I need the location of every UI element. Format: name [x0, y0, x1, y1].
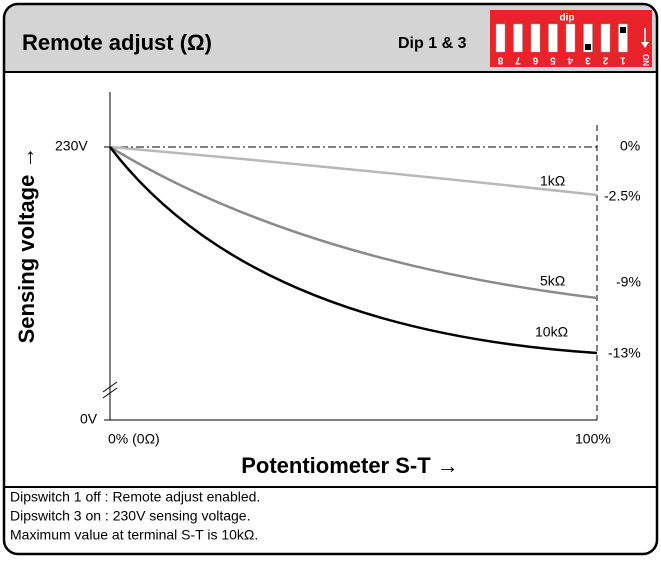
dip-caption: dip [560, 13, 575, 24]
dip-arrow-head [641, 42, 649, 48]
y-top-label: 230V [55, 138, 88, 154]
dip-number: 7 [515, 54, 521, 65]
right-label: -13% [608, 345, 641, 361]
dip-number: 3 [585, 54, 591, 65]
dip-slot [618, 23, 628, 53]
dip-knob [585, 44, 591, 50]
dip-knob [620, 27, 626, 33]
frame [2, 2, 659, 556]
curve-label: 5kΩ [540, 273, 565, 289]
curve-label: 10kΩ [535, 324, 568, 340]
dip-slot [565, 23, 576, 53]
dip-number: 4 [567, 54, 573, 65]
right-label: 0% [620, 138, 640, 154]
dip-slot [513, 23, 523, 53]
axis-break [102, 381, 118, 393]
y-axis-label: Sensing voltage → [14, 147, 39, 344]
dip-slot [600, 23, 611, 53]
curve-1k [109, 145, 598, 197]
dip-slot [548, 23, 558, 53]
dip-slot [530, 23, 541, 53]
note: Dipswitch 1 off : Remote adjust enabled. [10, 489, 260, 505]
curve-10k [109, 146, 598, 355]
curve-5k [109, 145, 598, 300]
y-bottom-label: 0V [80, 411, 98, 427]
dip-slot [495, 23, 506, 53]
x-axis-label: Potentiometer S-T → [241, 453, 459, 478]
right-label: -2.5% [604, 188, 641, 204]
dip-number: 5 [550, 54, 556, 65]
dip-on-label: ON [641, 54, 650, 66]
dip-number: 8 [497, 54, 503, 65]
note: Maximum value at terminal S-T is 10kΩ. [10, 527, 258, 543]
curve-label: 1kΩ [540, 173, 565, 189]
axis-break [102, 387, 118, 399]
x-start-label: 0% (0Ω) [108, 431, 160, 447]
dip-number: 6 [532, 54, 538, 65]
dip-slot [583, 23, 593, 53]
note: Dipswitch 3 on : 230V sensing voltage. [10, 508, 250, 524]
x-end-label: 100% [575, 431, 611, 447]
dip-number: 2 [602, 54, 608, 65]
dip-number: 1 [620, 54, 626, 65]
dip-label: Dip 1 & 3 [398, 35, 467, 52]
right-label: -9% [616, 274, 641, 290]
title: Remote adjust (Ω) [22, 30, 212, 55]
